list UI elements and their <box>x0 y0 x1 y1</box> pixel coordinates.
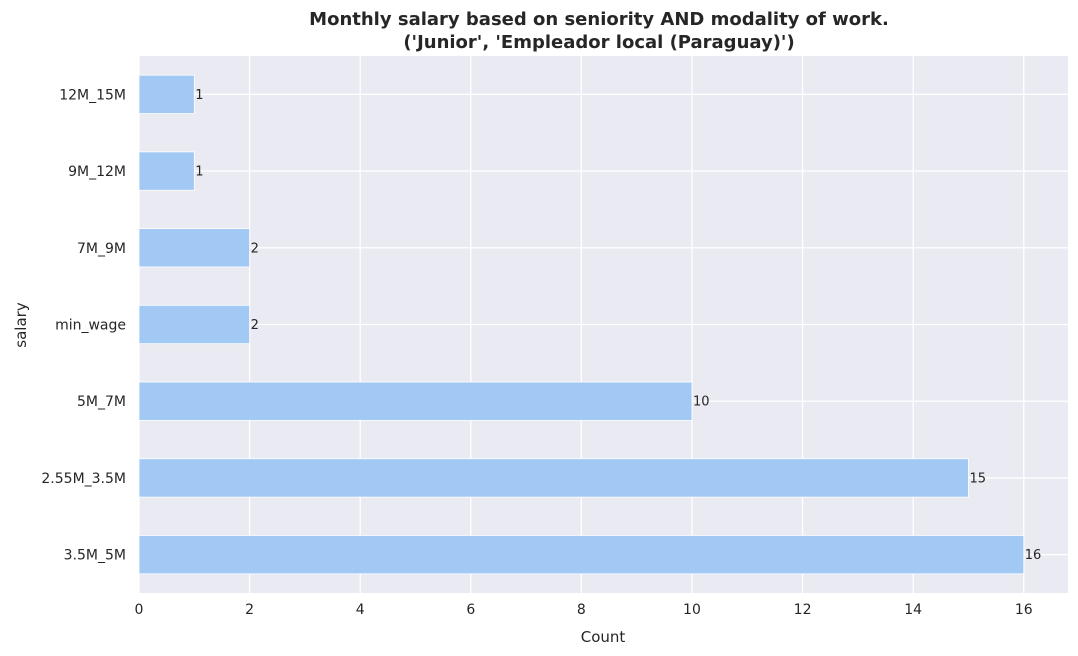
x-tick-label: 4 <box>356 602 365 618</box>
data-label-7M_9M: 2 <box>251 241 259 256</box>
x-axis-ticks: 0 2 4 6 8 10 12 14 16 <box>135 602 1033 618</box>
x-tick-label: 8 <box>577 602 586 618</box>
y-tick-label-5M_7M: 5M_7M <box>77 394 126 410</box>
x-tick-label: 0 <box>135 602 144 618</box>
bar-7M_9M <box>138 228 250 268</box>
bars <box>138 74 1025 575</box>
x-tick-label: 14 <box>904 602 922 618</box>
data-labels: 1 1 2 2 10 15 16 <box>195 88 1041 563</box>
y-tick-label-3.5M_5M: 3.5M_5M <box>64 548 126 564</box>
y-tick-label-2.55M_3.5M: 2.55M_3.5M <box>41 471 126 487</box>
bar-12M_15M <box>138 74 195 114</box>
data-label-min_wage: 2 <box>251 318 259 333</box>
x-tick-label: 12 <box>794 602 812 618</box>
x-axis-label: Count <box>581 628 626 646</box>
bar-3.5M_5M <box>138 535 1025 575</box>
data-label-2.55M_3.5M: 15 <box>969 471 986 486</box>
data-label-3.5M_5M: 16 <box>1025 548 1042 563</box>
x-tick-label: 6 <box>466 602 475 618</box>
y-tick-label-9M_12M: 9M_12M <box>68 164 126 180</box>
bar-5M_7M <box>138 381 693 421</box>
x-tick-label: 16 <box>1015 602 1033 618</box>
chart-subtitle: ('Junior', 'Empleador local (Paraguay)') <box>403 32 794 53</box>
x-tick-label: 10 <box>683 602 701 618</box>
y-tick-label-12M_15M: 12M_15M <box>59 87 126 103</box>
x-tick-label: 2 <box>245 602 254 618</box>
y-axis-label: salary <box>12 302 30 348</box>
y-tick-label-min_wage: min_wage <box>55 318 126 334</box>
bar-2.55M_3.5M <box>138 458 969 498</box>
y-axis-ticks: 12M_15M 9M_12M 7M_9M min_wage 5M_7M 2.55M_3.5… <box>41 87 126 563</box>
bar-min_wage <box>138 304 250 345</box>
data-label-9M_12M: 1 <box>195 165 203 180</box>
data-label-12M_15M: 1 <box>195 88 203 103</box>
bar-9M_12M <box>138 151 195 191</box>
y-tick-label-7M_9M: 7M_9M <box>77 241 126 257</box>
data-label-5M_7M: 10 <box>693 395 710 410</box>
chart-title: Monthly salary based on seniority AND mo… <box>309 9 889 30</box>
